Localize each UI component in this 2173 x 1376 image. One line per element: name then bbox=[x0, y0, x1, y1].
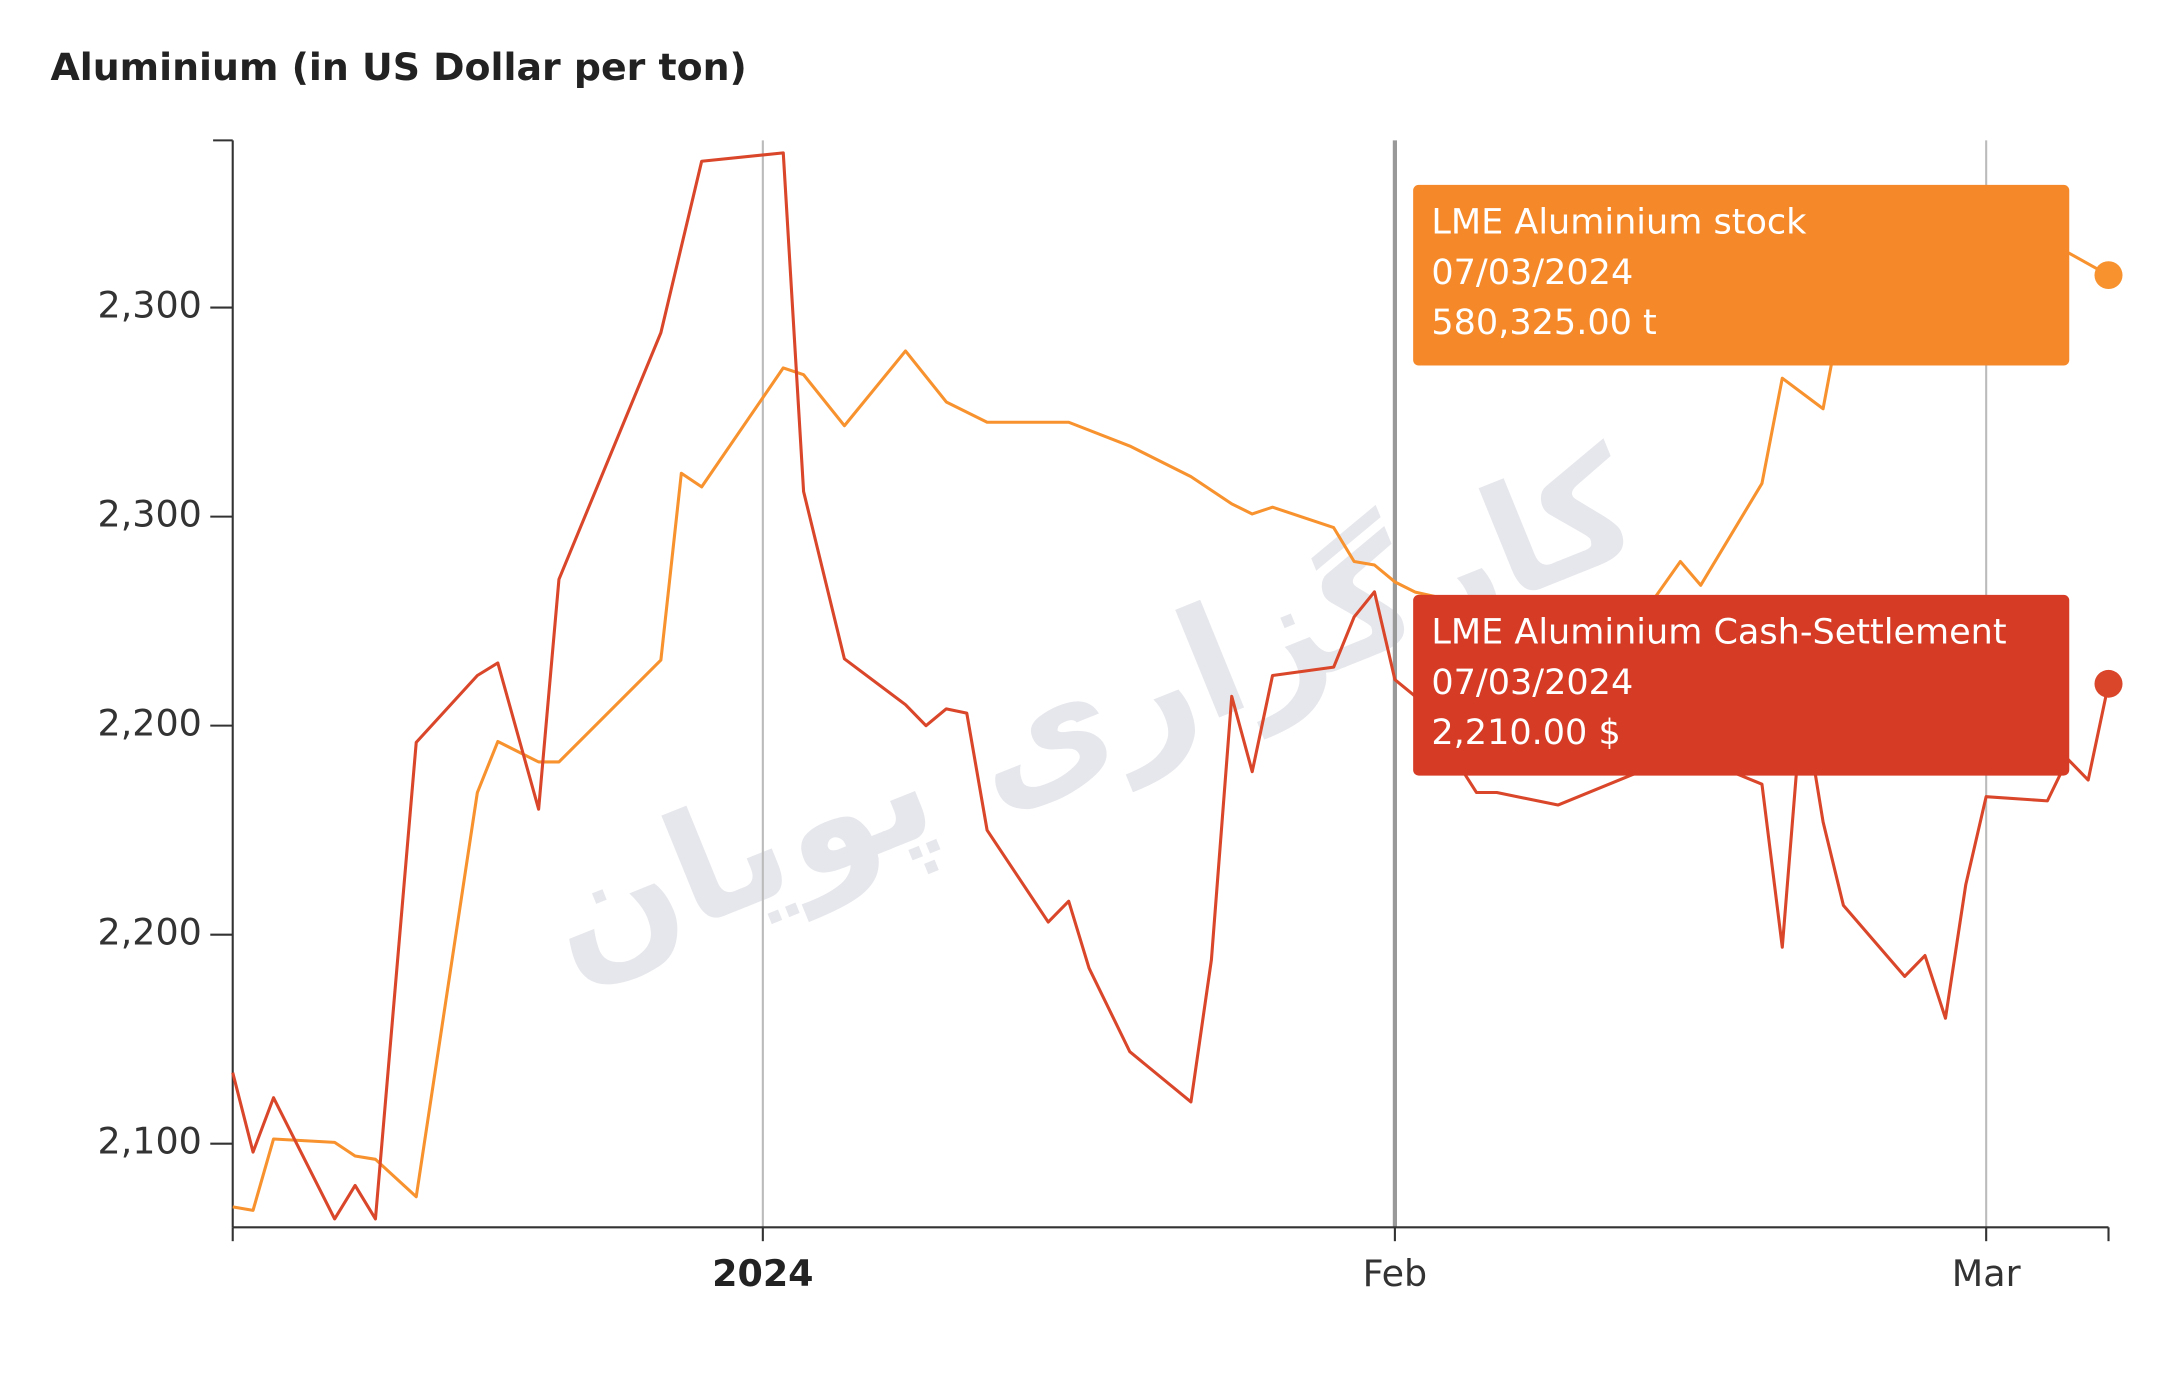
x-tick-label: 2024 bbox=[712, 1252, 813, 1295]
tooltip-value: 2,210.00 $ bbox=[1431, 713, 1620, 753]
y-tick-label: 2,100 bbox=[98, 1120, 202, 1163]
hover-dot bbox=[2094, 261, 2123, 290]
chart-title: Aluminium (in US Dollar per ton) bbox=[50, 45, 746, 89]
y-tick-label: 2,200 bbox=[98, 702, 202, 745]
tooltip-box bbox=[1413, 184, 2070, 366]
tooltip-series: LME Aluminium stock bbox=[1431, 203, 1807, 243]
x-tick-label: Mar bbox=[1952, 1252, 2021, 1295]
tooltip-date: 07/03/2024 bbox=[1431, 253, 1633, 293]
y-tick-label: 2,300 bbox=[98, 284, 202, 327]
tooltip-series: LME Aluminium Cash-Settlement bbox=[1431, 613, 2006, 653]
hover-dot bbox=[2094, 669, 2123, 698]
y-tick-label: 2,300 bbox=[98, 493, 202, 536]
tooltip-value: 580,325.00 t bbox=[1431, 303, 1656, 343]
tooltip-date: 07/03/2024 bbox=[1431, 663, 1633, 703]
y-tick-label: 2,200 bbox=[98, 911, 202, 954]
x-tick-label: Feb bbox=[1363, 1252, 1428, 1295]
series-line bbox=[231, 151, 2111, 1221]
series-line bbox=[232, 240, 2110, 1212]
tooltip-box bbox=[1413, 594, 2070, 776]
